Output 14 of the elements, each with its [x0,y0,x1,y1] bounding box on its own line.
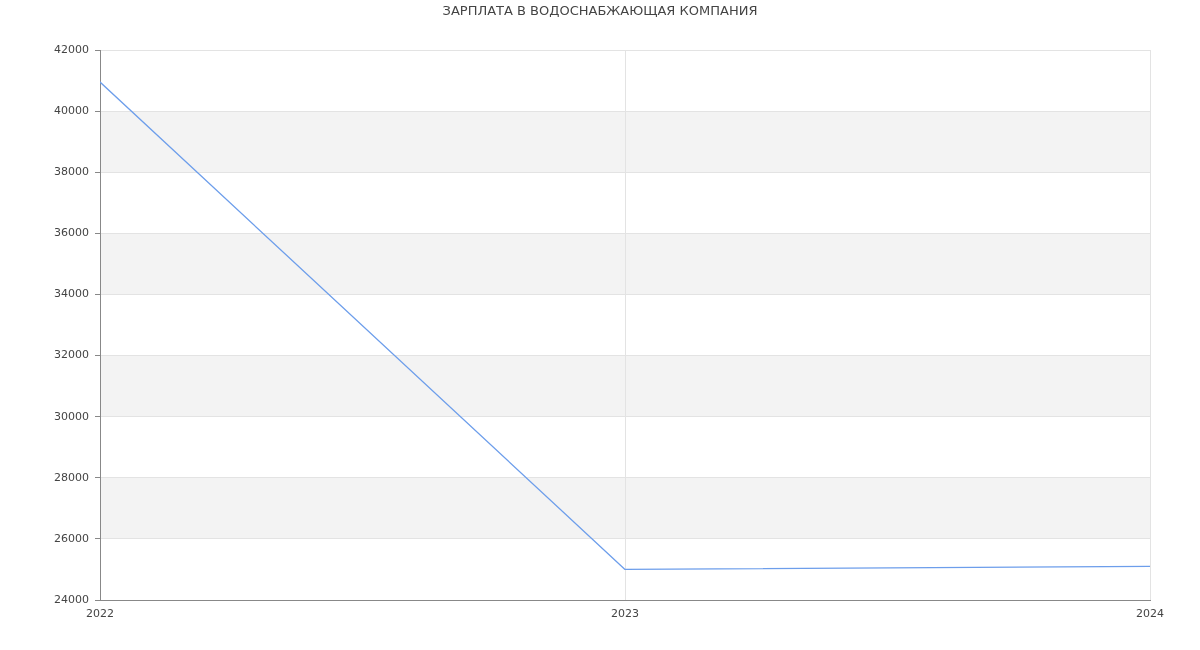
chart-title: ЗАРПЛАТА В ВОДОСНАБЖАЮЩАЯ КОМПАНИЯ [442,3,758,19]
y-tick-label: 36000 [54,226,89,240]
y-tick-label: 26000 [54,531,89,545]
y-tick-label: 42000 [54,42,89,56]
x-tick-label: 2024 [1136,607,1164,621]
y-tick-label: 30000 [54,409,89,423]
y-tick-label: 38000 [54,165,89,179]
x-tick-label: 2022 [86,607,114,621]
y-tick-label: 24000 [54,592,89,606]
y-tick-label: 34000 [54,287,89,301]
y-tick-label: 40000 [54,103,89,117]
y-tick-label: 28000 [54,470,89,484]
x-tick-label: 2023 [611,607,639,621]
y-tick-label: 32000 [54,348,89,362]
